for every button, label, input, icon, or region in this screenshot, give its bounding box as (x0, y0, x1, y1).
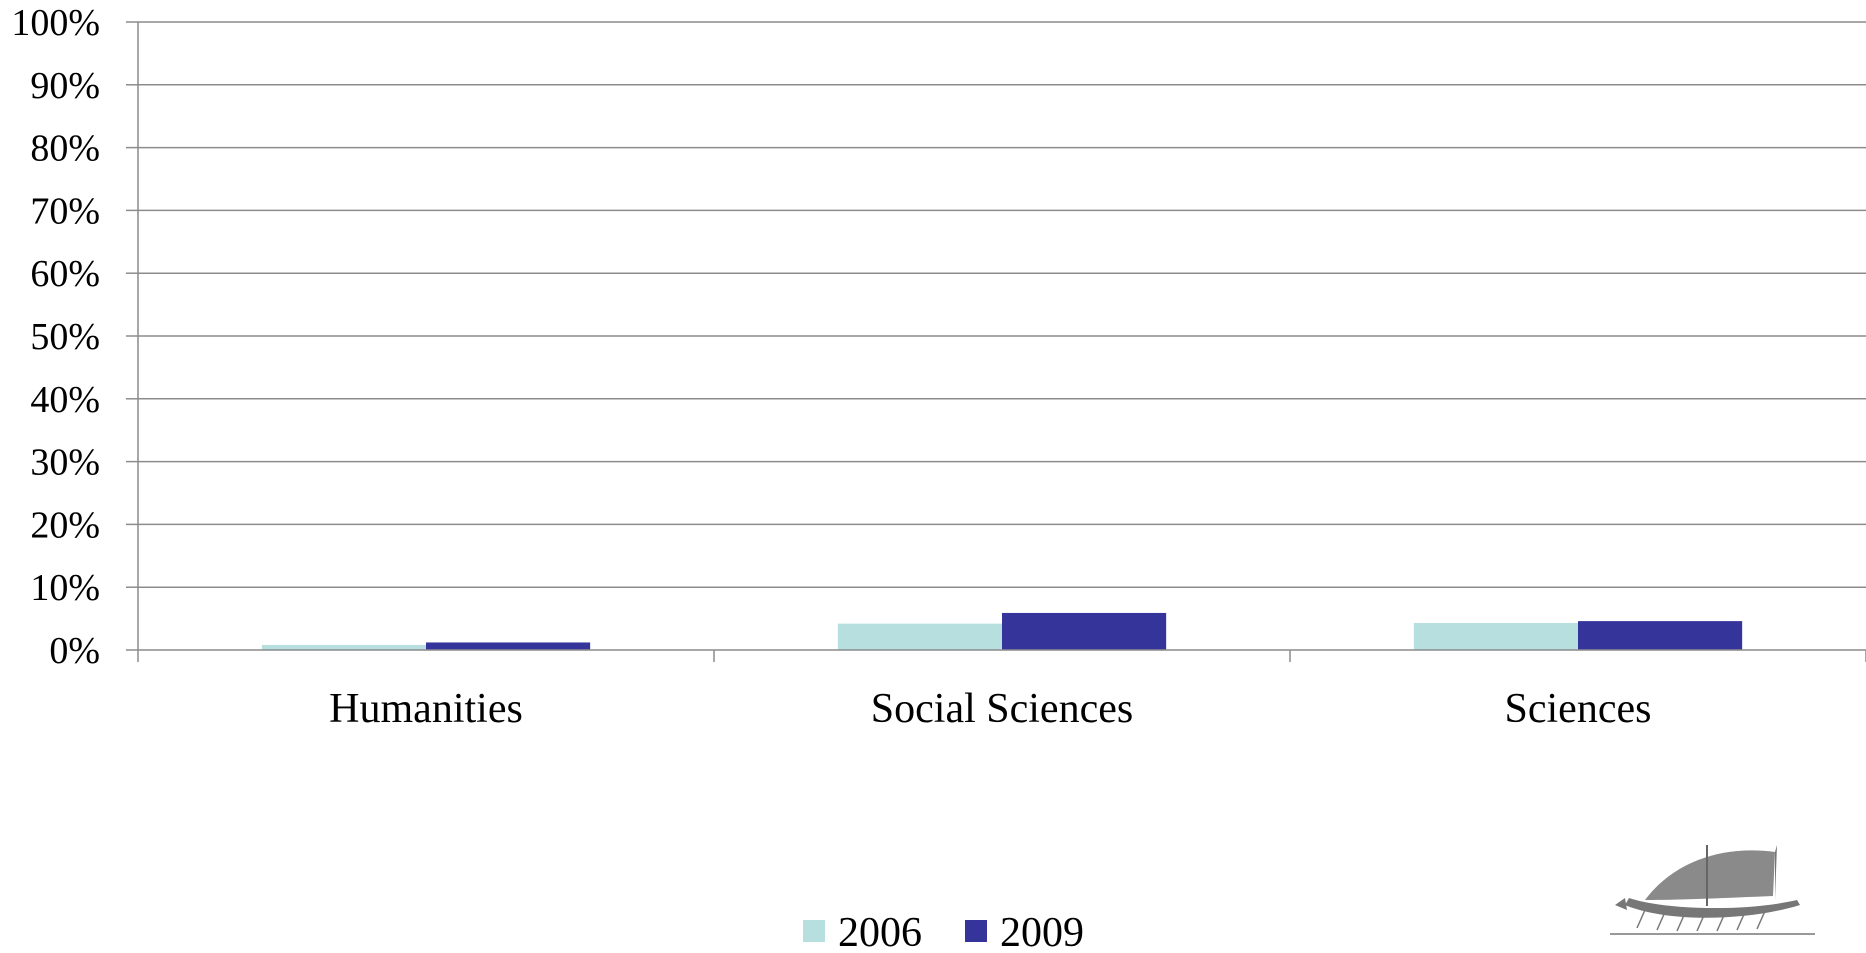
y-tick-label: 20% (30, 504, 100, 546)
bar-2006-1 (837, 623, 1002, 650)
y-tick-label: 0% (49, 630, 100, 672)
legend-swatch-2009 (965, 920, 987, 942)
y-axis-tick-labels: 0% 10% 20% 30% 40% 50% 60% 70% 80% 90% 100% (11, 2, 100, 672)
y-tick-label: 60% (30, 253, 100, 295)
y-tick-label: 50% (30, 316, 100, 358)
y-tick-label: 70% (30, 190, 100, 232)
x-category-label: Humanities (329, 686, 523, 732)
x-category-label: Social Sciences (871, 686, 1133, 732)
y-tick-label: 80% (30, 128, 100, 170)
y-tick-label: 90% (30, 65, 100, 107)
bar-2009-1 (1002, 612, 1167, 650)
bar-2006-2 (1413, 622, 1578, 650)
x-category-label: Sciences (1505, 686, 1652, 732)
y-tick-label: 100% (11, 2, 100, 44)
legend-swatch-2006 (803, 920, 825, 942)
legend-label: 2006 (838, 910, 922, 953)
bar-2009-2 (1578, 621, 1743, 650)
gridlines (126, 21, 1866, 651)
y-tick-label: 30% (30, 442, 100, 484)
axes (137, 22, 1866, 662)
bar-2009-0 (426, 642, 591, 650)
legend: 2006 2009 (803, 910, 1084, 953)
trireme-ship-icon (1610, 845, 1815, 935)
y-tick-label: 40% (30, 379, 100, 421)
y-tick-label: 10% (30, 567, 100, 609)
bar-2006-0 (261, 644, 426, 650)
bars (261, 612, 1743, 650)
x-axis-category-labels: Humanities Social Sciences Sciences (329, 686, 1651, 732)
legend-label: 2009 (1000, 910, 1084, 953)
